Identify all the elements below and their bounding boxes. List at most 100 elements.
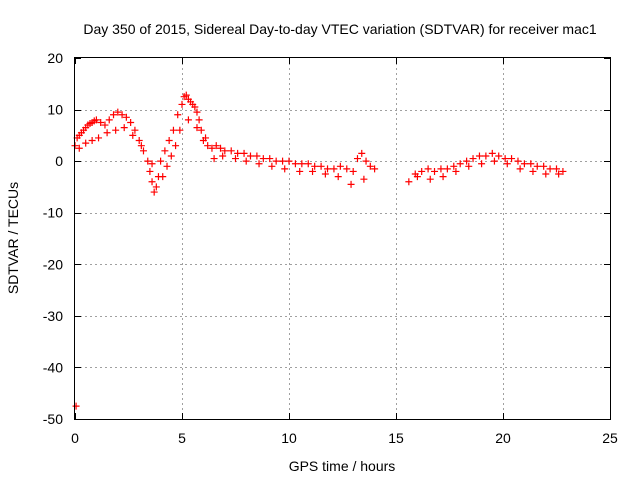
x-tick-labels: 0 5 10 15 20 25 (71, 430, 618, 446)
data-point (488, 149, 496, 157)
data-point (272, 157, 280, 165)
data-point (291, 160, 299, 168)
data-point (490, 157, 498, 165)
data-point (304, 160, 312, 168)
data-point (279, 157, 287, 165)
data-point (426, 175, 434, 183)
data-point (221, 147, 229, 155)
data-point (495, 152, 503, 160)
data-point (503, 160, 511, 168)
data-point (255, 160, 263, 168)
data-point (439, 173, 447, 181)
x-axis-title: GPS time / hours (289, 458, 396, 474)
data-point (114, 108, 122, 116)
data-point (161, 147, 169, 155)
data-point (475, 152, 483, 160)
data-point (268, 162, 276, 170)
y-tick-label: 10 (47, 102, 63, 118)
data-point (360, 175, 368, 183)
data-point (129, 131, 137, 139)
data-point (450, 162, 458, 170)
data-point (137, 142, 145, 150)
data-point (204, 142, 212, 150)
data-point (131, 126, 139, 134)
data-point (555, 170, 563, 178)
data-point (253, 152, 261, 160)
data-point (516, 165, 524, 173)
data-point (463, 157, 471, 165)
chart-title: Day 350 of 2015, Sidereal Day-to-day VTE… (83, 21, 596, 37)
data-point (533, 162, 541, 170)
data-point (311, 162, 319, 170)
data-point (193, 108, 201, 116)
data-point (366, 162, 374, 170)
data-point (437, 165, 445, 173)
data-point (184, 116, 192, 124)
data-point (135, 137, 143, 145)
data-point (232, 155, 239, 163)
data-point (167, 152, 175, 160)
data-point (159, 173, 167, 181)
data-point (212, 142, 220, 150)
data-point (178, 100, 186, 108)
y-axis-title: SDTVAR / TECUs (5, 182, 21, 294)
data-point (148, 160, 156, 168)
data-point (118, 111, 126, 119)
data-point (97, 118, 105, 126)
data-point (139, 147, 147, 155)
data-point (347, 180, 355, 188)
data-point (296, 167, 304, 175)
data-point (418, 167, 426, 175)
data-point (371, 165, 379, 173)
gridlines (75, 58, 610, 419)
data-point (242, 157, 250, 165)
data-point (362, 157, 370, 165)
data-point (172, 142, 180, 150)
data-point (452, 167, 460, 175)
data-point (240, 149, 248, 157)
data-point (157, 157, 165, 165)
x-tick-label: 5 (178, 430, 186, 446)
data-point (266, 155, 274, 163)
y-tick-label: -50 (43, 411, 63, 427)
data-point (546, 165, 554, 173)
data-point (163, 162, 171, 170)
data-point (101, 121, 109, 129)
data-point (95, 134, 103, 142)
data-point (92, 116, 100, 124)
data-point (353, 155, 361, 163)
data-point (501, 155, 509, 163)
x-tick-label: 25 (602, 430, 618, 446)
data-point (520, 160, 528, 168)
data-point (559, 167, 567, 175)
data-point (542, 170, 550, 178)
data-point (122, 113, 130, 121)
data-point (413, 173, 421, 181)
data-point (514, 157, 522, 165)
data-point (317, 162, 325, 170)
data-point (88, 137, 96, 145)
x-tick-label: 0 (71, 430, 79, 446)
data-point (334, 173, 342, 181)
y-tick-label: -10 (43, 205, 63, 221)
data-point (176, 126, 184, 134)
data-point (195, 116, 203, 124)
data-point (529, 167, 537, 175)
data-point (193, 124, 201, 132)
data-point (281, 165, 289, 173)
data-point (298, 160, 306, 168)
x-tick-label: 20 (495, 430, 511, 446)
y-tick-label: -20 (43, 256, 63, 272)
data-points (71, 91, 567, 410)
data-point (191, 103, 199, 111)
data-point (540, 162, 548, 170)
data-point (227, 147, 235, 155)
data-point (197, 126, 205, 134)
data-point (148, 178, 156, 186)
data-point (321, 170, 329, 178)
data-point (82, 139, 90, 147)
data-point (152, 183, 160, 191)
data-point (110, 111, 118, 119)
data-point (336, 162, 344, 170)
x-tick-label: 15 (388, 430, 404, 446)
